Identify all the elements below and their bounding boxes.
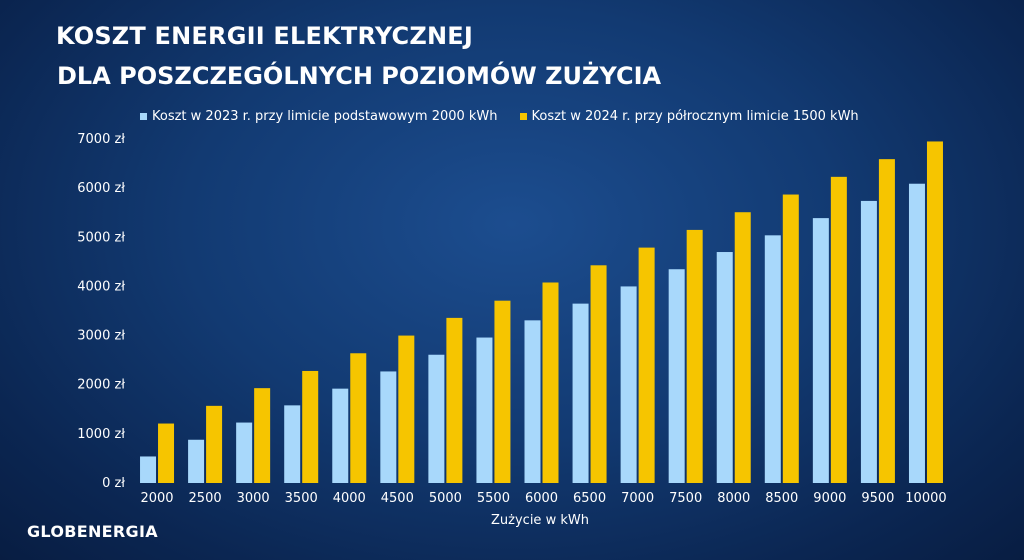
x-tick-label: 5000 xyxy=(429,491,462,506)
bar-2024 xyxy=(542,282,559,483)
bar-2023 xyxy=(812,218,829,483)
bar-2023 xyxy=(764,235,781,483)
x-tick-label: 9500 xyxy=(861,491,894,506)
x-tick-label: 5500 xyxy=(477,491,510,506)
bar-2024 xyxy=(350,353,367,483)
bar-2023 xyxy=(428,354,445,483)
legend-label-2024: Koszt w 2024 r. przy półrocznym limicie … xyxy=(531,109,859,124)
bar-2024 xyxy=(254,388,271,483)
x-tick-label: 8000 xyxy=(717,491,750,506)
bar-2023 xyxy=(860,200,877,484)
legend-swatch-2024 xyxy=(519,113,527,120)
x-tick-label: 3000 xyxy=(237,491,270,506)
bar-2024 xyxy=(782,194,799,483)
bar-2023 xyxy=(572,303,589,483)
bar-2023 xyxy=(380,371,397,483)
bar-2023 xyxy=(332,388,349,483)
x-axis-label: Zużycie w kWh xyxy=(491,513,589,528)
y-tick-label: 3000 zł xyxy=(77,329,125,344)
legend-item-2024: Koszt w 2024 r. przy półrocznym limicie … xyxy=(519,109,859,124)
bar-2024 xyxy=(446,317,463,483)
bar-2023 xyxy=(236,422,253,483)
bar-2024 xyxy=(734,212,751,484)
bar-2024 xyxy=(686,229,703,483)
chart-subtitle: DLA POSZCZEGÓLNYCH POZIOMÓW ZUŻYCIA xyxy=(57,62,662,90)
x-tick-label: 4500 xyxy=(381,491,414,506)
bar-2024 xyxy=(638,247,655,483)
x-tick-label: 9000 xyxy=(813,491,846,506)
bar-2023 xyxy=(476,337,493,483)
bar-2023 xyxy=(284,405,301,483)
y-tick-label: 6000 zł xyxy=(77,181,125,196)
x-tick-label: 6000 xyxy=(525,491,558,506)
bar-2024 xyxy=(830,176,847,483)
y-tick-label: 0 zł xyxy=(102,476,125,491)
chart-legend: Koszt w 2023 r. przy limicie podstawowym… xyxy=(140,109,881,124)
x-tick-label: 4000 xyxy=(333,491,366,506)
x-tick-label: 7500 xyxy=(669,491,702,506)
x-tick-label: 2000 xyxy=(140,491,173,506)
bar-2023 xyxy=(908,183,925,483)
globenergia-logo: GLOBENERGIA xyxy=(27,522,158,541)
y-tick-label: 4000 zł xyxy=(77,279,125,294)
legend-item-2023: Koszt w 2023 r. przy limicie podstawowym… xyxy=(140,109,498,124)
x-tick-label: 10000 xyxy=(905,491,946,506)
bar-2024 xyxy=(878,159,895,484)
legend-label-2023: Koszt w 2023 r. przy limicie podstawowym… xyxy=(152,109,498,124)
bar-2024 xyxy=(494,300,511,483)
bar-2023 xyxy=(524,320,541,483)
chart-title: KOSZT ENERGII ELEKTRYCZNEJ xyxy=(56,22,473,50)
bar-2023 xyxy=(620,286,637,483)
x-tick-label: 7000 xyxy=(621,491,654,506)
x-tick-label: 2500 xyxy=(189,491,222,506)
bar-2024 xyxy=(206,405,223,483)
bar-2023 xyxy=(140,456,157,483)
y-tick-label: 5000 zł xyxy=(77,230,125,245)
bar-2024 xyxy=(398,335,415,483)
bar-2024 xyxy=(158,423,175,483)
bar-2023 xyxy=(668,269,685,483)
bar-2024 xyxy=(590,265,607,483)
y-tick-label: 7000 zł xyxy=(77,132,125,147)
x-tick-label: 3500 xyxy=(285,491,318,506)
y-tick-label: 1000 zł xyxy=(77,427,125,442)
y-tick-label: 2000 zł xyxy=(77,378,125,393)
bar-2023 xyxy=(188,439,205,483)
legend-swatch-2023 xyxy=(140,113,147,120)
x-tick-label: 8500 xyxy=(765,491,798,506)
bar-2023 xyxy=(716,252,733,483)
bar-2024 xyxy=(926,141,943,483)
bar-2024 xyxy=(302,370,319,483)
x-tick-label: 6500 xyxy=(573,491,606,506)
